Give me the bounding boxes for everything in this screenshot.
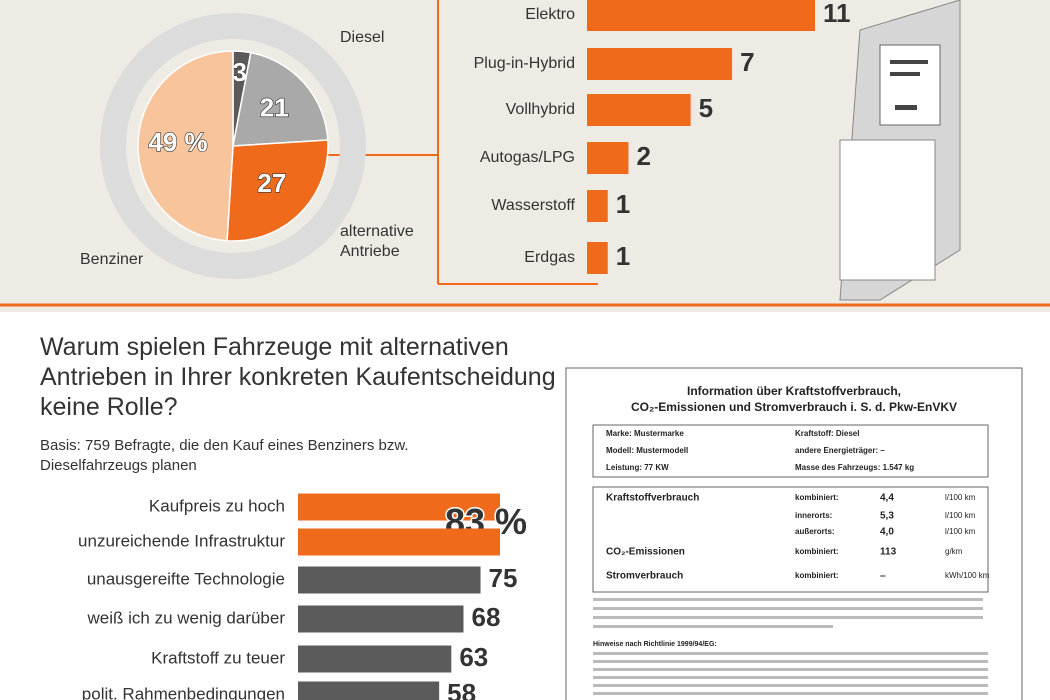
kiosk-screen (879, 44, 941, 126)
label-cell: l/100 km (945, 511, 976, 520)
label-field: Kraftstoff: Diesel (795, 429, 859, 438)
label-cell: kombiniert: (795, 571, 839, 580)
category-label: unausgereifte Technologie (87, 569, 285, 588)
bar (298, 528, 500, 556)
category-label: Wasserstoff (491, 197, 575, 214)
fine-print (593, 652, 988, 655)
label-cell: kombiniert: (795, 547, 839, 556)
label-cell: 5,3 (880, 511, 894, 522)
data-label: 68 (471, 602, 500, 632)
label-cell: außerorts: (795, 527, 835, 536)
label-cell: kombiniert: (795, 493, 839, 502)
category-label: Autogas/LPG (480, 149, 575, 166)
category-label: polit. Rahmenbedingungen (82, 684, 285, 700)
data-label: 7 (740, 47, 754, 77)
category-label: Benziner (80, 251, 144, 268)
fine-print (593, 598, 983, 601)
kiosk-line (890, 60, 928, 64)
fine-print (593, 668, 988, 671)
bar (298, 645, 452, 673)
category-label: Plug-in-Hybrid (474, 55, 575, 72)
fine-print (593, 692, 988, 695)
data-label: 3 (233, 57, 247, 87)
bar (587, 94, 691, 126)
bar (298, 566, 481, 594)
category-label: Vollhybrid (506, 101, 575, 118)
bar (587, 48, 733, 80)
bar (587, 0, 815, 31)
label-cell: 4,0 (880, 527, 894, 538)
category-label: alternative Antriebe (340, 223, 414, 260)
donut-ring (100, 13, 366, 279)
label-cell: innerorts: (795, 511, 832, 520)
label-cell: 113 (880, 547, 897, 558)
bar (298, 605, 464, 633)
category-label: weiß ich zu wenig darüber (87, 608, 286, 627)
label-cell: CO₂-Emissionen (606, 547, 685, 558)
category-label: Kaufpreis zu hoch (149, 496, 285, 515)
bar (298, 681, 440, 700)
label-field: Leistung: 77 KW (606, 463, 669, 472)
label-field: andere Energieträger: – (795, 446, 885, 455)
label-cell: kWh/100 km (945, 571, 990, 580)
category-label: Elektro (525, 6, 575, 23)
pie-slice (226, 139, 329, 242)
label-cell: 4,4 (880, 493, 894, 504)
data-label: 75 (489, 563, 518, 593)
kiosk-line (895, 105, 917, 110)
bar (587, 142, 629, 174)
label-cell: Kraftstoffverbrauch (606, 493, 699, 504)
label-cell: l/100 km (945, 527, 976, 536)
label-box (592, 424, 989, 478)
pie-slice (232, 51, 329, 147)
label-note-heading: Hinweise nach Richtlinie 1999/94/EG: (593, 641, 717, 648)
label-box (592, 486, 989, 593)
bar (298, 493, 500, 521)
label-field: Masse des Fahrzeugs: 1.547 kg (795, 463, 914, 472)
label-cell: l/100 km (945, 493, 976, 502)
chart-subtitle: Basis: 759 Befragte, die den Kauf eines … (40, 437, 409, 474)
bar (587, 190, 608, 222)
label-title: CO₂-Emissionen und Stromverbrauch i. S. … (631, 400, 957, 414)
fine-print (593, 625, 833, 628)
category-label: Kraftstoff zu teuer (151, 648, 285, 667)
label-field: Marke: Mustermarke (606, 429, 684, 438)
pie-slice (137, 50, 234, 242)
fine-print (593, 684, 988, 687)
label-title: Information über Kraftstoffverbrauch, (687, 384, 901, 398)
kiosk-line (890, 72, 920, 76)
data-label: 27 (257, 168, 286, 198)
fine-print (593, 676, 988, 679)
fine-print (593, 616, 983, 619)
label-field: Modell: Mustermodell (606, 446, 688, 455)
label-frame (565, 367, 1023, 700)
label-cell: – (880, 571, 886, 582)
bar (587, 242, 608, 274)
label-cell: g/km (945, 547, 963, 556)
data-label: 1 (616, 189, 630, 219)
fine-print (593, 607, 983, 610)
data-label: 49 % (148, 127, 207, 157)
data-label: 2 (636, 141, 650, 171)
category-label: unzureichende Infrastruktur (78, 531, 285, 550)
data-label: 63 (459, 642, 488, 672)
category-label: Erdgas (524, 249, 575, 266)
data-label: 5 (699, 93, 713, 123)
data-label: 21 (260, 93, 289, 123)
data-label: 58 (447, 678, 476, 700)
data-label: 11 (823, 0, 851, 28)
chart-title: Warum spielen Fahrzeuge mit alternativen… (40, 333, 556, 421)
fine-print (593, 660, 988, 663)
category-label: Diesel (340, 29, 385, 46)
kiosk-paper (839, 139, 936, 281)
data-label: 1 (616, 241, 630, 271)
label-cell: Stromverbrauch (606, 571, 683, 582)
